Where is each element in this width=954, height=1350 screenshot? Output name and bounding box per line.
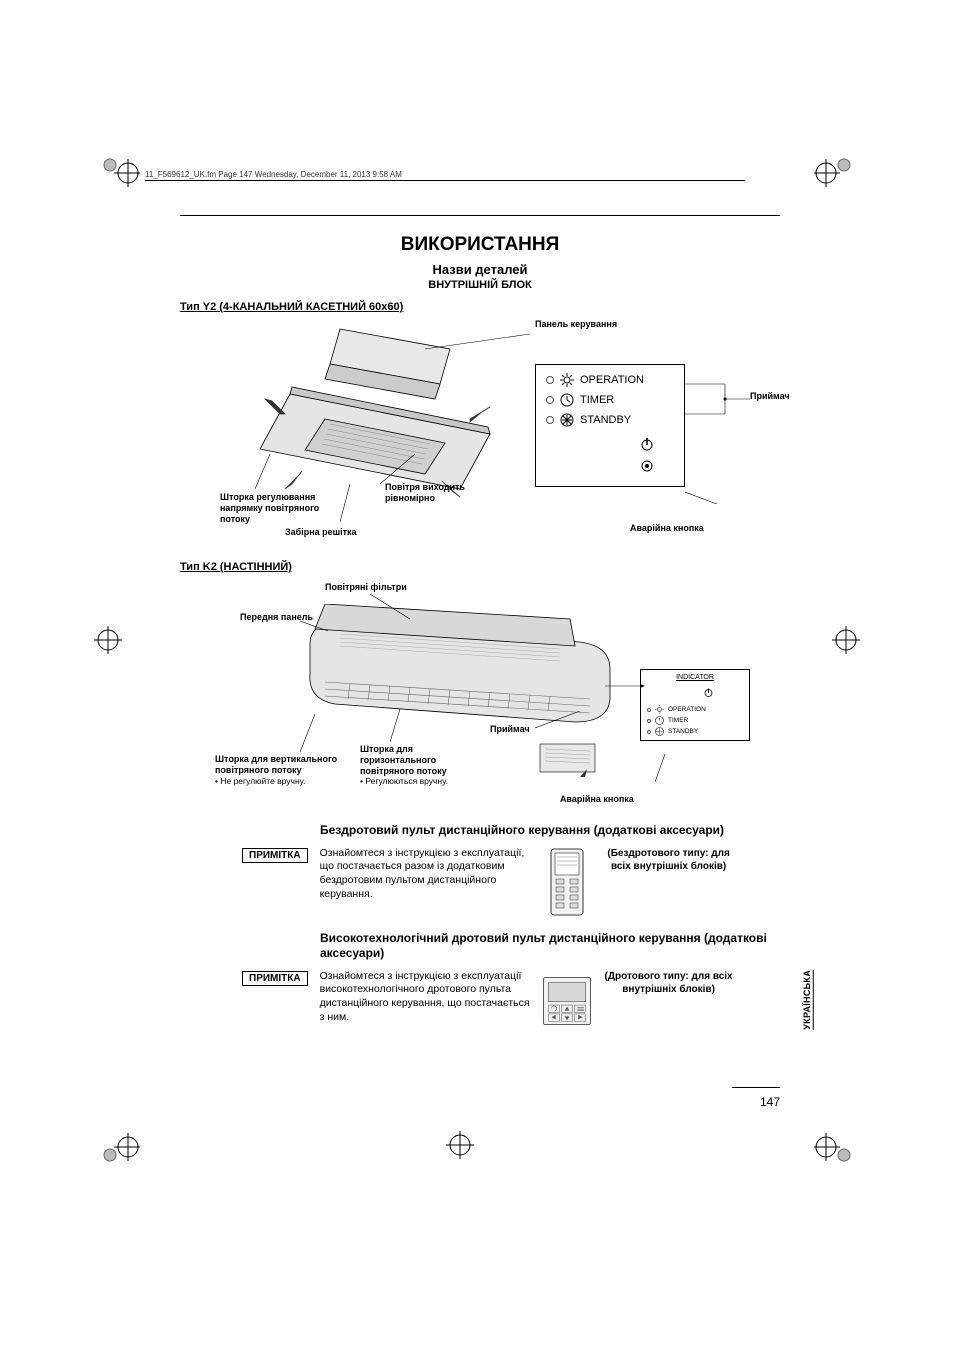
note-label: ПРИМІТКА bbox=[242, 971, 308, 986]
subsubtitle: ВНУТРІШНІЙ БЛОК bbox=[180, 279, 780, 291]
k2-callout-horizontal-louver: Шторка для горизонтального повітряного п… bbox=[360, 744, 480, 787]
wired-note-text: Ознайомтеся з інструкцією з експлуатації… bbox=[320, 970, 530, 1025]
k2-indicator-timer: TIMER bbox=[668, 717, 688, 724]
led-icon bbox=[546, 416, 554, 424]
k2-callout-vertical-louver: Шторка для вертикального повітряного пот… bbox=[215, 754, 355, 786]
top-rule bbox=[180, 215, 780, 216]
reg-mark-tr bbox=[814, 155, 854, 195]
k2-diagram: Повітряні фільтри Передня панель Приймач… bbox=[180, 579, 780, 809]
y2-leader-louver bbox=[255, 454, 285, 494]
wired-note-row: ПРИМІТКА Ознайомтеся з інструкцією з екс… bbox=[242, 970, 780, 1032]
sun-icon bbox=[560, 373, 574, 387]
led-icon bbox=[647, 719, 651, 723]
wireless-title: Бездротовий пульт дистанційного керуванн… bbox=[320, 823, 780, 839]
wireless-note-text: Ознайомтеся з інструкцією з експлуатації… bbox=[320, 847, 530, 902]
reg-mark-bl bbox=[100, 1125, 140, 1165]
note-label: ПРИМІТКА bbox=[242, 848, 308, 863]
k2-leader-filters bbox=[370, 594, 420, 624]
snowflake-icon bbox=[655, 727, 664, 736]
y2-panel-leaders bbox=[685, 374, 755, 504]
reg-mark-mr bbox=[826, 620, 866, 660]
page-num-rule bbox=[732, 1087, 780, 1088]
clock-icon bbox=[655, 716, 664, 725]
k2-indicator-title: INDICATOR bbox=[647, 674, 743, 681]
led-icon bbox=[647, 708, 651, 712]
indicator-standby: STANDBY bbox=[580, 414, 631, 426]
y2-indicator-panel: OPERATION TIMER STANDBY bbox=[535, 364, 685, 487]
power-icon bbox=[704, 688, 713, 697]
sun-icon bbox=[655, 705, 664, 714]
page-number: 147 bbox=[760, 1095, 780, 1109]
k2-leader-hlouver bbox=[390, 709, 405, 744]
y2-callout-louver: Шторка регулювання напрямку повітряного … bbox=[220, 492, 350, 524]
page-title: ВИКОРИСТАННЯ bbox=[180, 234, 780, 256]
subtitle: Назви деталей bbox=[180, 262, 780, 277]
k2-indicator-operation: OPERATION bbox=[668, 706, 706, 713]
y2-callout-receiver: Приймач bbox=[750, 391, 790, 402]
receiver-dot-icon bbox=[640, 459, 654, 473]
k2-leader-vlouver bbox=[300, 714, 320, 754]
y2-diagram: Панель керування OPERATION TIMER STANDBY bbox=[180, 319, 780, 539]
led-icon bbox=[546, 396, 554, 404]
y2-callout-air-outlet: Повітря виходить рівномірно bbox=[385, 482, 485, 504]
y2-callout-control-panel: Панель керування bbox=[535, 319, 617, 330]
k2-indicator-panel: INDICATOR OPERATION TIMER STANDBY bbox=[640, 669, 750, 741]
k2-leader-receiver bbox=[535, 711, 585, 731]
wired-caption: (Дротового типу: для всіх внутрішніх бло… bbox=[604, 970, 734, 996]
power-icon bbox=[640, 437, 654, 451]
clock-icon bbox=[560, 393, 574, 407]
reg-mark-ml bbox=[88, 620, 128, 660]
led-icon bbox=[546, 376, 554, 384]
k2-callout-receiver: Приймач bbox=[490, 724, 530, 735]
wireless-note-row: ПРИМІТКА Ознайомтеся з інструкцією з екс… bbox=[242, 847, 780, 917]
reg-mark-tl bbox=[100, 155, 140, 195]
wireless-remote-figure bbox=[542, 847, 592, 917]
y2-leader-grille bbox=[340, 484, 360, 524]
k2-leader-emergency bbox=[655, 754, 685, 784]
k2-remote-detail bbox=[535, 739, 605, 779]
type-y2-heading: Тип Y2 (4-КАНАЛЬНИЙ КАСЕТНИЙ 60x60) bbox=[180, 301, 780, 313]
y2-callout-grille: Забірна решітка bbox=[285, 527, 357, 538]
reg-mark-br bbox=[814, 1125, 854, 1165]
led-icon bbox=[647, 730, 651, 734]
k2-leader-panel bbox=[605, 684, 645, 689]
y2-callout-emergency: Аварійна кнопка bbox=[630, 523, 704, 534]
k2-leader-frontpanel bbox=[300, 621, 330, 636]
page-content: ВИКОРИСТАННЯ Назви деталей ВНУТРІШНІЙ БЛ… bbox=[180, 215, 780, 1042]
reg-mark-bc bbox=[440, 1125, 480, 1165]
snowflake-icon bbox=[560, 413, 574, 427]
type-k2-heading: Тип K2 (НАСТІННИЙ) bbox=[180, 561, 780, 573]
k2-indicator-standby: STANDBY bbox=[668, 728, 698, 735]
k2-callout-emergency: Аварійна кнопка bbox=[560, 794, 634, 805]
wired-remote-figure bbox=[542, 970, 592, 1032]
k2-callout-filters: Повітряні фільтри bbox=[325, 582, 407, 593]
indicator-timer: TIMER bbox=[580, 394, 614, 406]
wired-title: Високотехнологічний дротовий пульт диста… bbox=[320, 931, 780, 962]
wireless-caption: (Бездротового типу: для всіх внутрішніх … bbox=[604, 847, 734, 873]
indicator-operation: OPERATION bbox=[580, 374, 644, 386]
side-language-tab: УКРАЇНСЬКА bbox=[802, 970, 814, 1030]
header-print-info: 11_F569612_UK.fm Page 147 Wednesday, Dec… bbox=[145, 170, 745, 181]
